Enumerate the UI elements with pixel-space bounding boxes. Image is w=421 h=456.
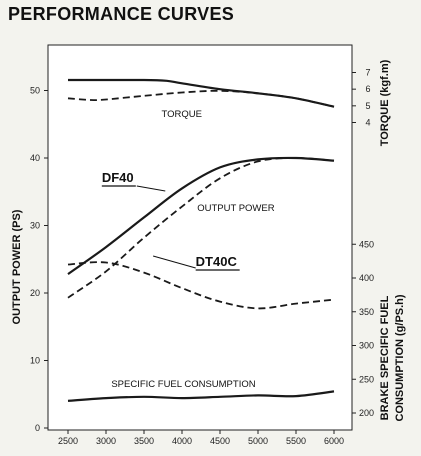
y-left-tick-label: 50 <box>30 86 40 96</box>
y-left-axis-label: OUTPUT POWER (PS) <box>11 209 23 324</box>
series-line-df40-specific-fuel-consumption <box>67 390 335 402</box>
y-fuel-axis-label-line1: BRAKE SPECIFIC FUEL <box>379 295 391 420</box>
y-fuel-tick-label: 450 <box>359 239 374 249</box>
x-tick-label: 3000 <box>96 436 116 446</box>
page-title: PERFORMANCE CURVES <box>8 4 235 24</box>
annotation-output-power: OUTPUT POWER <box>197 203 275 214</box>
series-line-dt40c-specific-fuel-consumption <box>67 261 335 310</box>
x-tick-label: 5500 <box>286 436 306 446</box>
x-tick-label: 2500 <box>58 436 78 446</box>
y-fuel-tick-label: 400 <box>359 273 374 283</box>
plot-frame <box>47 44 353 431</box>
y-left-tick-label: 10 <box>30 356 40 366</box>
series-line-dt40c-output-power <box>67 157 335 299</box>
y-torque-tick-label: 4 <box>365 118 370 128</box>
y-fuel-tick-label: 250 <box>359 374 374 384</box>
annotation-df40-leader <box>136 185 166 192</box>
annotation-df40: DF40 <box>102 170 134 185</box>
y-fuel-axis-label-line2: CONSUMPTION (g/PS.h) <box>394 294 406 421</box>
y-fuel-tick-label: 200 <box>359 408 374 418</box>
annotation-fuel-consumption: SPECIFIC FUEL CONSUMPTION <box>111 379 255 390</box>
x-tick-label: 4500 <box>210 436 230 446</box>
y-torque-tick-label: 6 <box>365 84 370 94</box>
y-left-tick-label: 40 <box>30 153 40 163</box>
y-left-tick-label: 30 <box>30 221 40 231</box>
x-tick-label: 6000 <box>324 436 344 446</box>
y-torque-tick-label: 7 <box>365 67 370 77</box>
y-torque-tick-label: 5 <box>365 101 370 111</box>
x-tick-label: 3500 <box>134 436 154 446</box>
x-tick-label: 5000 <box>248 436 268 446</box>
y-left-tick-label: 0 <box>35 423 40 433</box>
y-fuel-tick-label: 350 <box>359 307 374 317</box>
y-torque-axis-label: TORQUE (kgf.m) <box>379 59 391 146</box>
annotation-dt40c-leader <box>152 255 196 269</box>
annotation-torque: TORQUE <box>161 109 201 120</box>
y-left-tick-label: 20 <box>30 288 40 298</box>
series-line-df40-torque <box>67 78 335 108</box>
x-tick-label: 4000 <box>172 436 192 446</box>
y-fuel-tick-label: 300 <box>359 341 374 351</box>
annotation-dt40c: DT40C <box>196 254 238 269</box>
series-line-dt40c-torque <box>67 89 335 108</box>
